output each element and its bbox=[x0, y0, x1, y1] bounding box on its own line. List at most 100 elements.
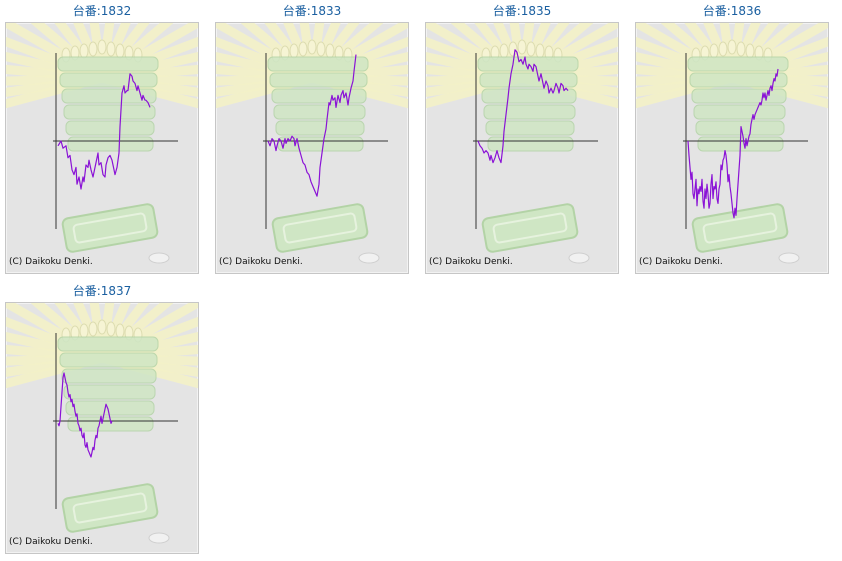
pachinko-ball-decoration bbox=[499, 43, 509, 59]
copyright-label: (C) Daikoku Denki. bbox=[219, 257, 303, 267]
machine-body-decoration bbox=[485, 120, 575, 136]
pachinko-ball-decoration bbox=[79, 323, 89, 339]
pachinko-ball-decoration bbox=[727, 39, 737, 55]
slump-graph bbox=[636, 23, 828, 264]
copyright-label: (C) Daikoku Denki. bbox=[429, 257, 513, 267]
machine-card: 台番:1832 (C) Daikoku Denki. bbox=[5, 0, 215, 274]
machine-body-decoration bbox=[57, 56, 159, 72]
machine-body-decoration bbox=[63, 384, 156, 400]
machine-body-decoration bbox=[687, 56, 789, 72]
machine-body-decoration bbox=[63, 104, 156, 120]
slump-graph bbox=[6, 303, 198, 544]
machine-body-decoration bbox=[65, 120, 155, 136]
machine-body-decoration bbox=[271, 88, 367, 104]
tray-inner-decoration bbox=[492, 212, 568, 244]
machine-body-decoration bbox=[269, 72, 368, 88]
graph-panel[interactable]: (C) Daikoku Denki. bbox=[5, 22, 199, 274]
pachinko-ball-decoration bbox=[106, 41, 116, 57]
copyright-label: (C) Daikoku Denki. bbox=[639, 257, 723, 267]
tray-inner-decoration bbox=[282, 212, 358, 244]
pachinko-ball-decoration bbox=[718, 41, 728, 57]
pachinko-ball-decoration bbox=[106, 321, 116, 337]
slump-line bbox=[687, 68, 779, 219]
background-artwork bbox=[216, 23, 408, 264]
machine-card: 台番:1837 (C) Daikoku Denki. bbox=[5, 280, 215, 554]
pachinko-ball-decoration bbox=[526, 41, 536, 57]
machine-body-decoration bbox=[689, 72, 788, 88]
tray-decoration bbox=[61, 483, 159, 533]
machine-body-decoration bbox=[477, 56, 579, 72]
coin-decoration bbox=[358, 252, 380, 264]
pachinko-ball-decoration bbox=[745, 43, 755, 59]
machine-body-decoration bbox=[275, 120, 365, 136]
machine-body-decoration bbox=[479, 72, 578, 88]
background-artwork bbox=[6, 303, 198, 544]
coin-decoration bbox=[778, 252, 800, 264]
slump-line bbox=[57, 372, 113, 458]
pachinko-ball-decoration bbox=[97, 39, 107, 55]
background-artwork bbox=[636, 23, 828, 264]
machine-body-decoration bbox=[693, 104, 786, 120]
tray-inner-decoration bbox=[72, 492, 148, 524]
pachinko-ball-decoration bbox=[289, 43, 299, 59]
machine-body-decoration bbox=[65, 400, 155, 416]
machine-body-decoration bbox=[59, 72, 158, 88]
pachinko-ball-decoration bbox=[517, 39, 527, 55]
tray-inner-decoration bbox=[702, 212, 778, 244]
machine-body-decoration bbox=[487, 136, 574, 152]
machine-body-decoration bbox=[57, 336, 159, 352]
machine-title-link[interactable]: 台番:1836 bbox=[702, 4, 762, 18]
machine-title-link[interactable]: 台番:1837 bbox=[72, 284, 132, 298]
machine-body-decoration bbox=[61, 88, 157, 104]
pachinko-ball-decoration bbox=[316, 41, 326, 57]
slump-graph bbox=[216, 23, 408, 264]
machine-title-link[interactable]: 台番:1835 bbox=[492, 4, 552, 18]
machine-body-decoration bbox=[67, 136, 154, 152]
tray-decoration bbox=[691, 203, 789, 253]
machine-body-decoration bbox=[483, 104, 576, 120]
machine-body-decoration bbox=[61, 368, 157, 384]
graph-panel[interactable]: (C) Daikoku Denki. bbox=[215, 22, 409, 274]
background-artwork bbox=[6, 23, 198, 264]
pachinko-ball-decoration bbox=[325, 43, 335, 59]
machine-body-decoration bbox=[695, 120, 785, 136]
copyright-label: (C) Daikoku Denki. bbox=[9, 257, 93, 267]
pachinko-ball-decoration bbox=[307, 39, 317, 55]
coin-decoration bbox=[148, 252, 170, 264]
pachinko-ball-decoration bbox=[115, 323, 125, 339]
machine-card: 台番:1833 (C) Daikoku Denki. bbox=[215, 0, 425, 274]
coin-decoration bbox=[568, 252, 590, 264]
tray-inner-decoration bbox=[72, 212, 148, 244]
pachinko-ball-decoration bbox=[736, 41, 746, 57]
tray-decoration bbox=[481, 203, 579, 253]
graph-panel[interactable]: (C) Daikoku Denki. bbox=[5, 302, 199, 554]
graph-panel[interactable]: (C) Daikoku Denki. bbox=[635, 22, 829, 274]
pachinko-ball-decoration bbox=[88, 321, 98, 337]
slump-line bbox=[57, 73, 151, 190]
machine-title-link[interactable]: 台番:1832 bbox=[72, 4, 132, 18]
machine-body-decoration bbox=[273, 104, 366, 120]
machine-body-decoration bbox=[481, 88, 577, 104]
machine-card: 台番:1836 (C) Daikoku Denki. bbox=[635, 0, 842, 274]
graph-panel[interactable]: (C) Daikoku Denki. bbox=[425, 22, 619, 274]
tray-decoration bbox=[61, 203, 159, 253]
slump-line bbox=[267, 54, 357, 197]
pachinko-ball-decoration bbox=[97, 319, 107, 335]
pachinko-ball-decoration bbox=[79, 43, 89, 59]
slump-graph bbox=[426, 23, 618, 264]
machine-card: 台番:1835 (C) Daikoku Denki. bbox=[425, 0, 635, 274]
slump-line bbox=[477, 49, 569, 164]
machine-body-decoration bbox=[267, 56, 369, 72]
pachinko-ball-decoration bbox=[88, 41, 98, 57]
pachinko-ball-decoration bbox=[115, 43, 125, 59]
slump-graph bbox=[6, 23, 198, 264]
pachinko-ball-decoration bbox=[508, 41, 518, 57]
tray-decoration bbox=[271, 203, 369, 253]
pachinko-ball-decoration bbox=[535, 43, 545, 59]
coin-decoration bbox=[148, 532, 170, 544]
background-artwork bbox=[426, 23, 618, 264]
pachinko-ball-decoration bbox=[709, 43, 719, 59]
machine-title-link[interactable]: 台番:1833 bbox=[282, 4, 342, 18]
copyright-label: (C) Daikoku Denki. bbox=[9, 537, 93, 547]
machine-body-decoration bbox=[59, 352, 158, 368]
